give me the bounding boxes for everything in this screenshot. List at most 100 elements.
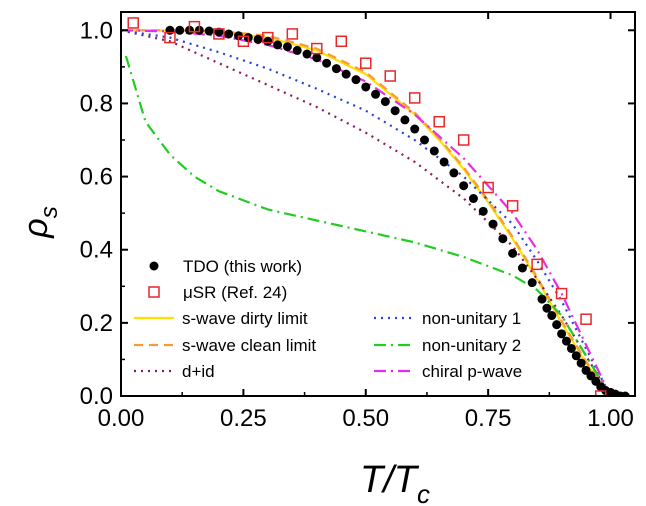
legend-entry: d+id xyxy=(134,362,215,381)
data-point xyxy=(566,343,576,353)
data-point xyxy=(531,258,543,271)
data-point xyxy=(253,34,263,44)
data-point xyxy=(263,36,273,46)
data-point xyxy=(322,58,332,68)
x-tick-label: 0.75 xyxy=(465,405,512,432)
data-point xyxy=(390,106,400,116)
x-tick-label: 0.25 xyxy=(220,405,267,432)
data-point xyxy=(311,42,323,55)
x-tick-label: 0.50 xyxy=(342,405,389,432)
data-point xyxy=(561,336,571,346)
data-point xyxy=(127,17,139,29)
data-point xyxy=(459,181,469,191)
data-point xyxy=(488,219,498,229)
data-point xyxy=(506,200,519,212)
data-point xyxy=(620,391,630,396)
data-point xyxy=(282,42,292,52)
data-point xyxy=(286,28,299,40)
data-point xyxy=(214,27,224,37)
data-point xyxy=(420,135,430,145)
y-axis-title-main: ρ xyxy=(17,218,55,238)
data-point xyxy=(351,75,361,85)
data-point xyxy=(552,320,562,330)
data-point xyxy=(547,311,557,321)
legend-entry: non-unitary 1 xyxy=(374,309,521,328)
data-point xyxy=(164,31,176,44)
data-point xyxy=(410,124,420,134)
data-point xyxy=(273,40,283,50)
legend-entry: non-unitary 2 xyxy=(374,336,521,355)
y-tick-label: 0.4 xyxy=(80,237,113,264)
data-point xyxy=(557,329,567,339)
data-point xyxy=(360,57,372,69)
plot-frame xyxy=(120,11,636,397)
legend-label: s-wave clean limit xyxy=(182,336,316,355)
legend-entry: chiral p-wave xyxy=(374,362,522,381)
data-point xyxy=(237,35,250,48)
y-axis-title-sub: s xyxy=(36,206,63,218)
data-point xyxy=(482,181,494,194)
legend-label: s-wave dirty limit xyxy=(182,309,308,328)
data-point xyxy=(361,82,371,92)
data-point xyxy=(576,358,586,368)
data-point xyxy=(213,28,225,40)
data-point xyxy=(384,70,396,82)
data-point xyxy=(312,53,322,63)
data-point xyxy=(380,97,390,107)
x-axis-title-main: T/T xyxy=(360,459,420,501)
data-point xyxy=(175,25,185,35)
legend-label: TDO (this work) xyxy=(183,257,302,276)
data-point xyxy=(468,194,478,204)
legend: TDO (this work) μSR (Ref. 24) s-wave dirty… xyxy=(134,257,522,381)
data-point xyxy=(188,20,201,33)
legend-entry: s-wave clean limit xyxy=(134,336,316,355)
x-axis-title: T/Tc xyxy=(360,459,430,506)
data-point xyxy=(400,115,410,125)
data-point xyxy=(527,278,537,288)
data-point xyxy=(478,206,488,216)
data-point xyxy=(498,234,508,244)
data-point xyxy=(331,64,341,74)
data-point xyxy=(165,25,175,35)
legend-entry: μSR (Ref. 24) xyxy=(148,283,287,302)
data-point xyxy=(571,351,581,361)
data-point xyxy=(341,69,351,79)
series-line xyxy=(121,29,612,396)
data-point xyxy=(555,287,568,300)
series-line xyxy=(121,29,612,396)
data-point xyxy=(508,248,518,258)
x-tick-label: 0.00 xyxy=(98,405,145,432)
legend-label: non-unitary 1 xyxy=(422,309,521,328)
legend-entry: TDO (this work) xyxy=(149,257,302,276)
axis-ticks: 0.00 0.25 0.50 0.75 1.00 0.0 0.2 0.4 0.6 0.8 1.0 xyxy=(80,12,635,432)
legend-label: d+id xyxy=(182,362,215,381)
legend-marker xyxy=(149,261,159,271)
data-point xyxy=(537,294,547,304)
data-point xyxy=(224,29,234,39)
data-point xyxy=(433,115,445,128)
data-point xyxy=(457,134,470,146)
data-point xyxy=(204,26,214,36)
data-point xyxy=(335,35,348,48)
data-point xyxy=(517,263,527,273)
y-tick-label: 0.0 xyxy=(80,383,113,410)
x-axis-title-sub: c xyxy=(417,479,430,506)
y-tick-label: 0.8 xyxy=(80,90,113,117)
legend-label: chiral p-wave xyxy=(422,362,522,381)
data-point xyxy=(302,49,312,59)
data-point xyxy=(371,89,381,99)
data-point xyxy=(439,157,449,167)
data-point xyxy=(449,168,459,178)
y-axis-title: ρs xyxy=(17,206,63,238)
series-line xyxy=(124,55,612,396)
legend-entry: s-wave dirty limit xyxy=(134,309,308,328)
legend-label: non-unitary 2 xyxy=(422,336,521,355)
y-tick-label: 0.6 xyxy=(80,164,113,191)
series-line xyxy=(121,29,612,396)
legend-label: μSR (Ref. 24) xyxy=(183,283,287,302)
x-tick-label: 1.00 xyxy=(587,405,634,432)
data-point xyxy=(262,31,274,44)
legend-marker xyxy=(148,286,160,298)
y-tick-label: 1.0 xyxy=(80,17,113,44)
